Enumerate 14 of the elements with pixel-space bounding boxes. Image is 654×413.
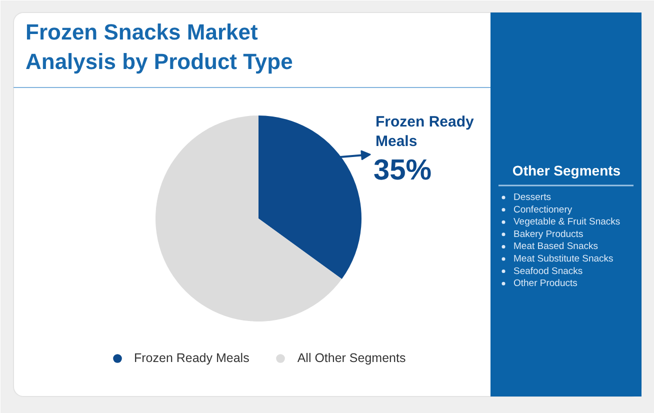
legend-label: Frozen Ready Meals — [134, 351, 250, 365]
data-label: 35% — [374, 154, 432, 186]
text: Meat Substitute Snacks — [514, 254, 614, 264]
legend-label: All Other Segments — [297, 351, 406, 365]
chart-title: Frozen Snacks Market Analysis by Product Type — [26, 20, 293, 74]
text: Other Products — [514, 278, 578, 290]
text: Bakery Products — [514, 228, 584, 240]
text: Meat Based Snacks — [514, 241, 598, 252]
text: Seafood Snacks — [514, 266, 583, 277]
slice-label: Frozen Ready Meals — [376, 114, 475, 150]
text: Confectionery — [514, 204, 572, 216]
text: Other Segments — [512, 162, 621, 178]
text: Vegetable & Fruit Snacks — [514, 216, 620, 228]
text: Desserts — [514, 192, 552, 203]
